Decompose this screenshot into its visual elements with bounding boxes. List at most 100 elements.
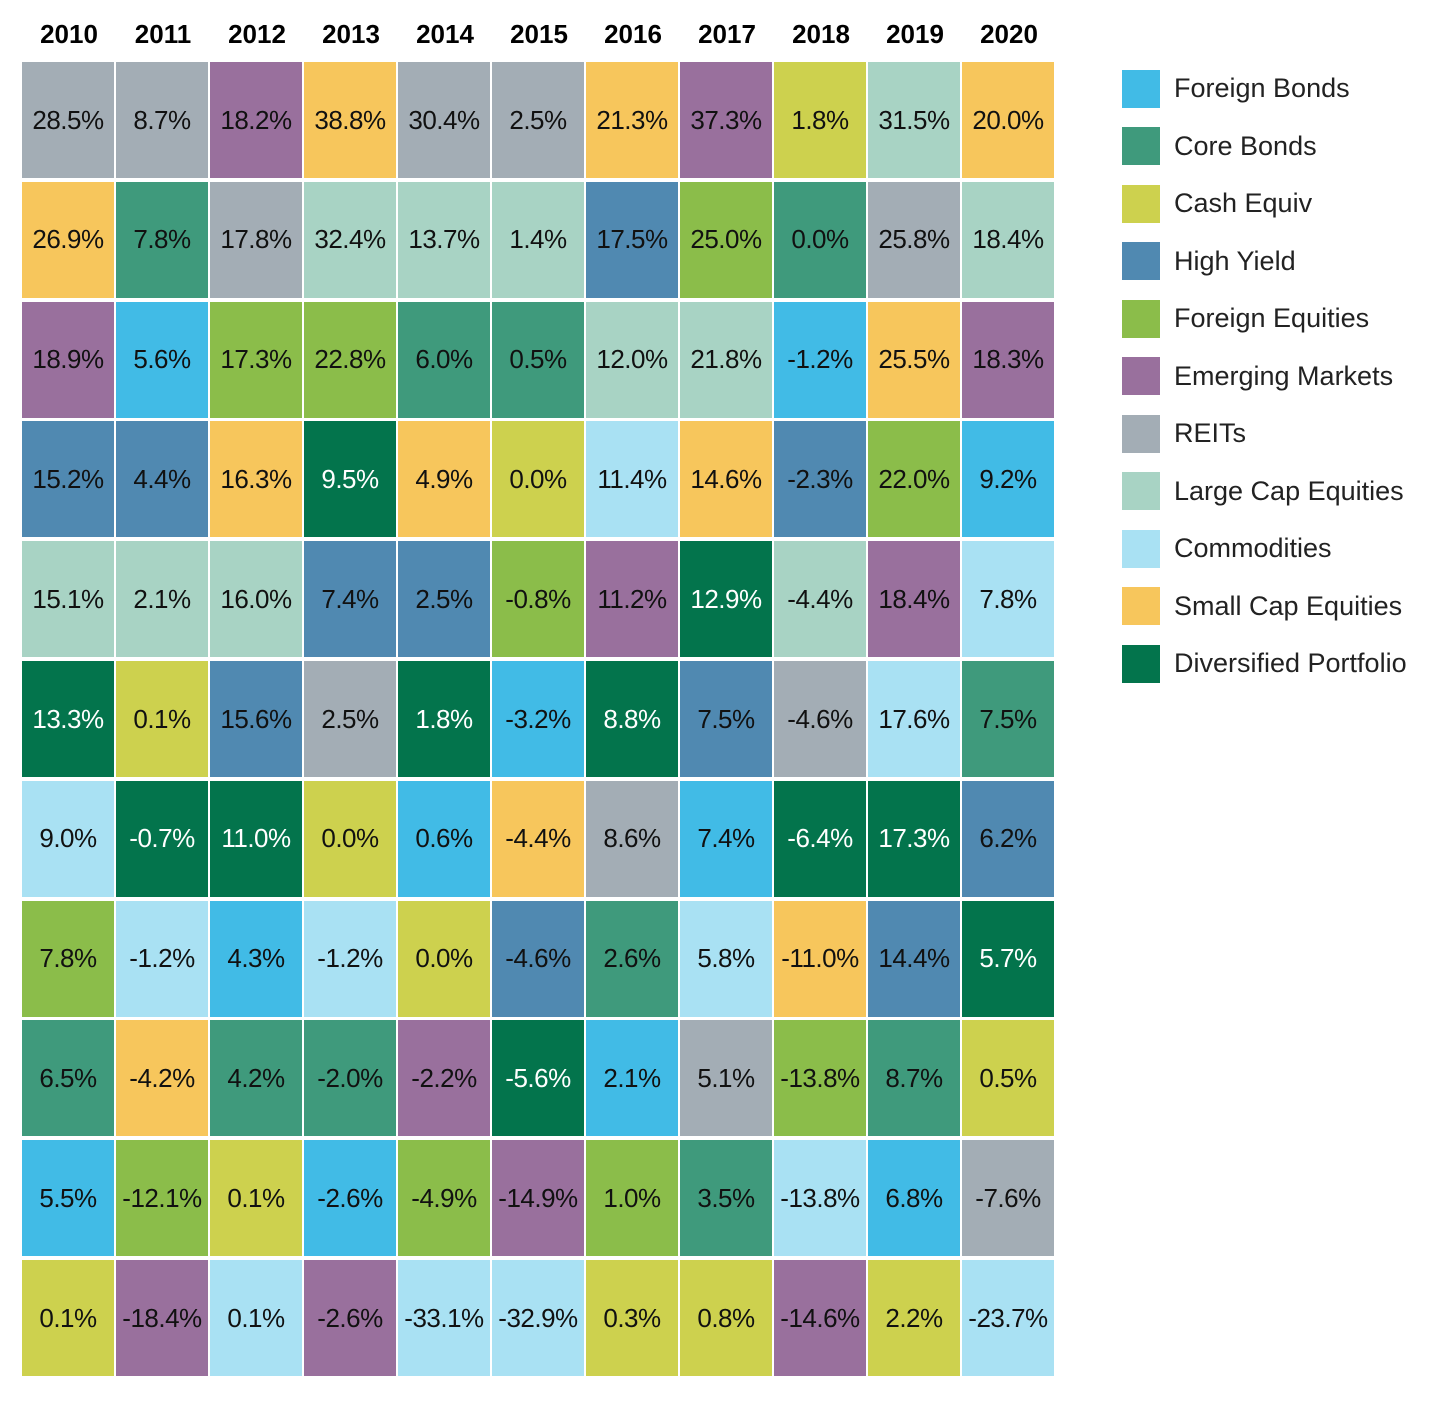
return-cell: 37.3%: [680, 62, 772, 178]
return-cell: 5.8%: [680, 900, 772, 1017]
year-header: 2018: [792, 19, 850, 49]
return-cell: -3.2%: [492, 661, 584, 777]
legend-label: Commodities: [1174, 533, 1332, 564]
return-cell: -2.6%: [304, 1260, 396, 1376]
return-cell: 0.0%: [774, 181, 866, 298]
legend-label: High Yield: [1174, 245, 1296, 276]
legend-item: Diversified Portfolio: [1122, 635, 1440, 693]
year-header: 2013: [322, 19, 380, 49]
return-cell: 0.8%: [680, 1260, 772, 1376]
legend-item: Small Cap Equities: [1122, 578, 1440, 636]
return-cell: 11.4%: [586, 421, 678, 538]
return-cell: 0.0%: [304, 780, 396, 897]
return-cell: 25.8%: [868, 181, 960, 298]
return-cell: 3.5%: [680, 1140, 772, 1257]
legend-item: High Yield: [1122, 233, 1440, 291]
legend-item: Foreign Bonds: [1122, 60, 1440, 118]
return-cell: 0.3%: [586, 1260, 678, 1376]
legend-swatch: [1122, 299, 1160, 338]
return-cell: -2.3%: [774, 421, 866, 538]
legend-item: Commodities: [1122, 520, 1440, 578]
return-cell: 9.5%: [304, 421, 396, 538]
return-cell: -7.6%: [962, 1140, 1054, 1257]
return-cell: -4.4%: [492, 780, 584, 897]
periodic-table-chart: 2010 2011 2012 2013 2014 2015 2016 2017 2018 2019…: [22, 0, 1056, 1408]
chart-legend: Foreign Bonds Core Bonds Cash Equiv High Yi…: [1122, 60, 1440, 693]
legend-swatch: [1122, 529, 1160, 568]
return-cell: -4.6%: [774, 661, 866, 777]
legend-label: Large Cap Equities: [1174, 475, 1404, 506]
return-cell: 11.0%: [210, 780, 302, 897]
return-cell: 2.5%: [398, 541, 490, 658]
return-cell: -4.6%: [492, 900, 584, 1017]
return-cell: 18.9%: [22, 301, 114, 418]
year-header: 2011: [134, 19, 192, 49]
return-cell: 8.8%: [586, 661, 678, 777]
return-cell: -33.1%: [398, 1260, 490, 1376]
return-cell: -18.4%: [116, 1260, 208, 1376]
return-cell: -0.7%: [116, 780, 208, 897]
return-cell: 7.5%: [680, 661, 772, 777]
legend-swatch: [1122, 357, 1160, 396]
return-cell: 2.6%: [586, 900, 678, 1017]
return-cell: 17.3%: [868, 780, 960, 897]
return-cell: -13.8%: [774, 1020, 866, 1137]
return-cell: -12.1%: [116, 1140, 208, 1257]
return-cell: 6.8%: [868, 1140, 960, 1257]
return-cell: 17.5%: [586, 181, 678, 298]
return-cell: 8.6%: [586, 780, 678, 897]
return-cell: 7.8%: [22, 900, 114, 1017]
return-cell: 7.4%: [304, 541, 396, 658]
return-cell: 18.3%: [962, 301, 1054, 418]
return-cell: 14.6%: [680, 421, 772, 538]
year-header: 2020: [980, 19, 1038, 49]
return-cell: 25.0%: [680, 181, 772, 298]
legend-label: Core Bonds: [1174, 130, 1317, 161]
return-cell: 21.3%: [586, 62, 678, 178]
legend-swatch: [1122, 69, 1160, 108]
legend-label: Diversified Portfolio: [1174, 648, 1407, 679]
return-cell: 21.8%: [680, 301, 772, 418]
return-cell: 16.3%: [210, 421, 302, 538]
return-cell: 8.7%: [868, 1020, 960, 1137]
return-cell: 4.9%: [398, 421, 490, 538]
return-cell: 7.8%: [962, 541, 1054, 658]
return-cell: 0.1%: [22, 1260, 114, 1376]
return-cell: 30.4%: [398, 62, 490, 178]
return-cell: -1.2%: [774, 301, 866, 418]
return-cell: 12.9%: [680, 541, 772, 658]
return-cell: 18.4%: [868, 541, 960, 658]
return-cell: -1.2%: [304, 900, 396, 1017]
return-cell: 1.4%: [492, 181, 584, 298]
legend-label: Emerging Markets: [1174, 360, 1394, 391]
return-cell: 0.1%: [210, 1140, 302, 1257]
legend-item: Core Bonds: [1122, 118, 1440, 176]
legend-label: Small Cap Equities: [1174, 590, 1403, 621]
legend-swatch: [1122, 644, 1160, 683]
return-cell: 22.8%: [304, 301, 396, 418]
return-cell: 7.4%: [680, 780, 772, 897]
return-cell: 6.0%: [398, 301, 490, 418]
year-header: 2012: [228, 19, 286, 49]
legend-swatch: [1122, 414, 1160, 453]
return-cell: 1.0%: [586, 1140, 678, 1257]
year-header: 2017: [698, 19, 756, 49]
return-cell: 2.5%: [492, 62, 584, 178]
year-header: 2019: [886, 19, 944, 49]
return-cell: 0.1%: [116, 661, 208, 777]
year-header: 2015: [510, 19, 568, 49]
return-cell: -11.0%: [774, 900, 866, 1017]
legend-swatch: [1122, 184, 1160, 223]
return-cell: 5.7%: [962, 900, 1054, 1017]
return-cell: 0.0%: [492, 421, 584, 538]
return-cell: 4.4%: [116, 421, 208, 538]
legend-item: REITs: [1122, 405, 1440, 463]
return-cell: -4.9%: [398, 1140, 490, 1257]
legend-swatch: [1122, 242, 1160, 281]
return-cell: 22.0%: [868, 421, 960, 538]
return-cell: -14.9%: [492, 1140, 584, 1257]
legend-item: Emerging Markets: [1122, 348, 1440, 406]
return-cell: 15.2%: [22, 421, 114, 538]
return-cell: 38.8%: [304, 62, 396, 178]
return-cell: -4.2%: [116, 1020, 208, 1137]
